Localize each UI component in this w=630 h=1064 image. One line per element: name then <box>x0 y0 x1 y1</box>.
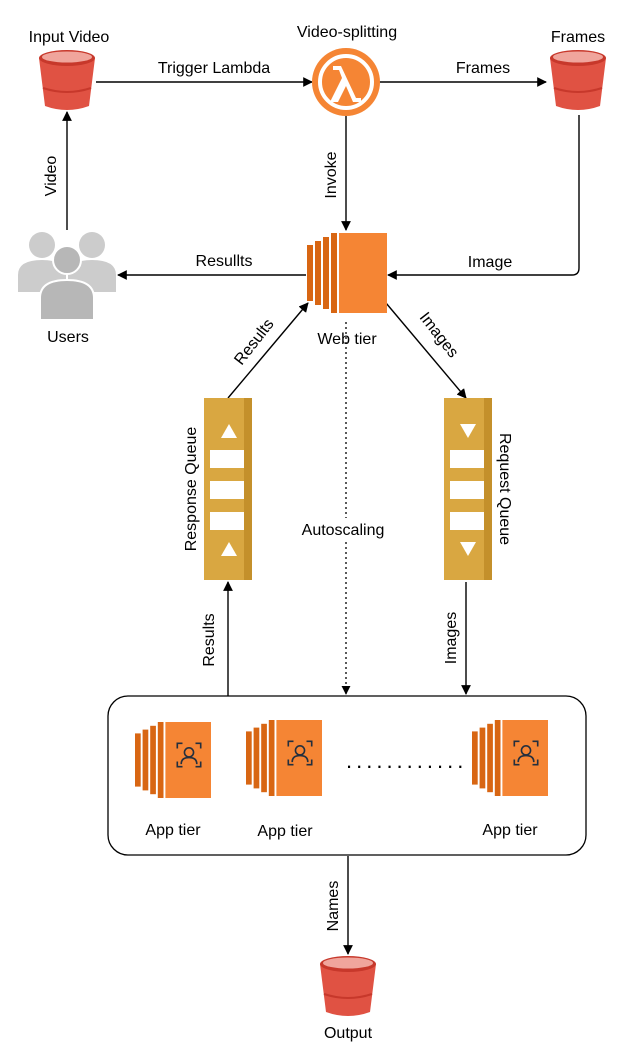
ec2-instance-icon <box>472 720 548 796</box>
output-label: Output <box>324 1025 373 1042</box>
edge-labels: Trigger Lambda Frames Video Invoke Image… <box>40 57 522 936</box>
app-tier-instance: App tier <box>246 720 322 840</box>
label-image: Image <box>468 254 513 271</box>
edge-results-to-web <box>227 302 309 399</box>
app-tier-instance: App tier <box>135 722 211 839</box>
web-tier-label: Web tier <box>317 331 377 348</box>
label-autoscaling: Autoscaling <box>302 522 385 539</box>
input-video-label: Input Video <box>29 29 110 46</box>
label-results-from-app: Results <box>201 613 218 666</box>
app-tier-group: App tier App tier ............ App tier <box>107 695 587 856</box>
users-icon <box>18 232 116 321</box>
label-video: Video <box>43 156 60 197</box>
output-node: Output <box>319 955 377 1042</box>
users-label: Users <box>47 329 89 346</box>
label-trigger-lambda: Trigger Lambda <box>158 60 270 77</box>
input-video-node: Input Video <box>29 29 110 111</box>
response-queue-node: Response Queue <box>183 398 252 580</box>
label-results-to-web: Results <box>231 316 277 369</box>
ec2-instance-icon <box>246 720 322 796</box>
app-tier-instance: App tier <box>472 720 548 839</box>
frames-node: Frames <box>549 29 607 111</box>
frames-label: Frames <box>551 29 605 46</box>
app-tier-label: App tier <box>482 822 538 839</box>
label-names: Names <box>325 881 342 932</box>
s3-bucket-icon <box>38 49 96 111</box>
video-splitting-node: Video-splitting <box>297 24 397 116</box>
s3-bucket-icon <box>549 49 607 111</box>
app-tier-container <box>107 695 587 856</box>
edge-images-to-queue <box>385 302 467 399</box>
ec2-instance-icon <box>307 233 387 313</box>
ec2-instance-icon <box>135 722 211 798</box>
app-tier-label: App tier <box>257 823 313 840</box>
request-queue-label: Request Queue <box>496 433 513 545</box>
label-frames-edge: Frames <box>456 60 510 77</box>
app-tier-ellipsis: ............ <box>346 748 467 773</box>
request-queue-node: Request Queue <box>444 398 513 580</box>
label-invoke: Invoke <box>323 151 340 198</box>
response-queue-label: Response Queue <box>183 427 200 552</box>
app-tier-label: App tier <box>145 822 201 839</box>
s3-bucket-icon <box>319 955 377 1017</box>
label-images-to-queue: Images <box>416 309 462 361</box>
edge-image <box>387 115 580 280</box>
web-tier-node: Web tier <box>307 233 387 348</box>
video-splitting-label: Video-splitting <box>297 24 397 41</box>
sqs-queue-icon <box>204 398 252 580</box>
users-node: Users <box>18 232 116 346</box>
sqs-queue-icon <box>444 398 492 580</box>
label-results-to-users: Resullts <box>196 253 253 270</box>
edges <box>62 77 580 955</box>
label-images-to-app: Images <box>443 612 460 664</box>
